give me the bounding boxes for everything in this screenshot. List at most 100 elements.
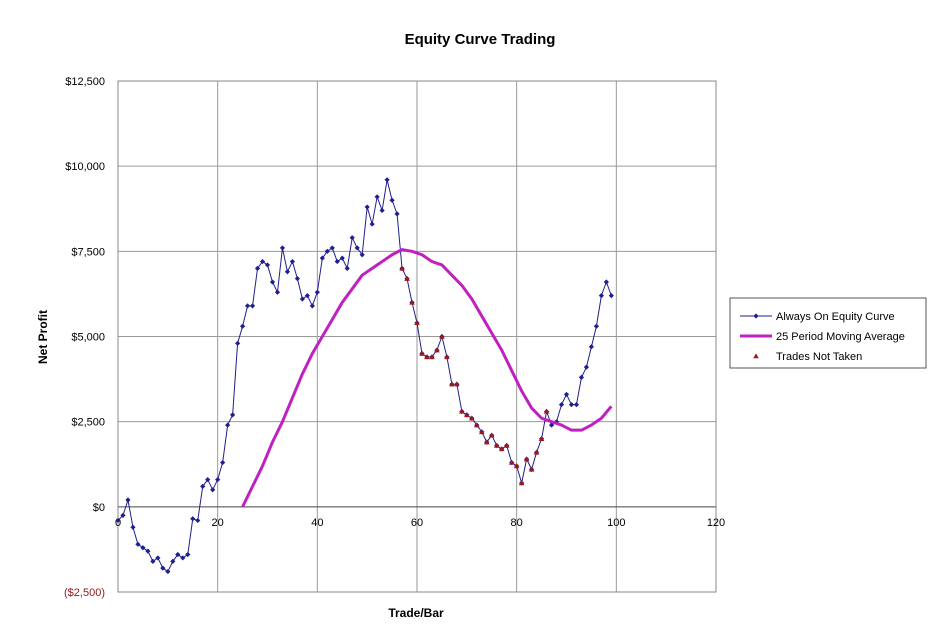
data-point xyxy=(329,245,335,251)
data-point xyxy=(235,340,241,346)
data-point xyxy=(593,323,599,329)
data-point xyxy=(324,248,330,254)
plot-area-frame xyxy=(117,80,717,593)
data-point xyxy=(563,391,570,398)
data-point xyxy=(349,235,355,241)
data-point xyxy=(583,364,590,370)
data-point xyxy=(264,262,271,268)
data-point xyxy=(488,432,495,438)
legend-items: Always On Equity Curve 25 Period Moving A… xyxy=(740,311,905,363)
data-point xyxy=(483,439,490,445)
data-point xyxy=(334,258,340,265)
legend-entry: Always On Equity Curve xyxy=(740,311,895,323)
data-point xyxy=(419,350,425,356)
data-point xyxy=(558,402,565,408)
legend: Always On Equity Curve 25 Period Moving A… xyxy=(729,297,927,369)
data-point xyxy=(190,516,196,522)
legend-label: 25 Period Moving Average xyxy=(776,331,905,343)
data-point xyxy=(444,354,450,360)
data-point xyxy=(384,177,390,183)
data-point xyxy=(553,419,560,425)
data-point xyxy=(254,265,261,271)
data-point xyxy=(354,245,360,251)
data-point xyxy=(175,551,181,558)
data-point xyxy=(498,446,505,452)
y-axis-label: Net Profit xyxy=(36,310,50,364)
x-tick-label: 80 xyxy=(511,517,523,529)
data-point xyxy=(548,422,555,428)
data-point xyxy=(299,296,305,302)
data-point xyxy=(115,517,121,524)
data-point xyxy=(309,303,315,309)
data-point xyxy=(225,422,231,428)
data-point xyxy=(513,463,520,469)
series-1 xyxy=(241,248,613,508)
data-point xyxy=(195,517,201,524)
data-point xyxy=(180,555,186,561)
data-point xyxy=(304,293,310,299)
data-point xyxy=(259,258,266,265)
x-tick-label: 60 xyxy=(411,517,423,529)
data-point xyxy=(588,344,595,350)
data-point xyxy=(210,487,216,493)
data-point xyxy=(339,255,345,261)
y-axis-ticks: ($2,500) $0 $2,500 $5,000 $7,500 $10,000 $12,5… xyxy=(64,76,105,599)
data-point xyxy=(469,415,475,421)
x-tick-label: 20 xyxy=(212,517,224,529)
y-tick-label: $10,000 xyxy=(65,161,105,173)
series-layer xyxy=(115,177,614,575)
legend-label: Always On Equity Curve xyxy=(776,311,895,323)
data-point xyxy=(269,279,276,285)
y-tick-label: ($2,500) xyxy=(64,587,105,599)
data-point xyxy=(215,476,221,483)
data-point xyxy=(205,476,211,483)
data-point xyxy=(374,194,380,200)
data-point xyxy=(319,255,325,261)
data-point xyxy=(125,497,131,503)
y-tick-label: $0 xyxy=(93,502,105,514)
y-tick-label: $7,500 xyxy=(71,246,105,258)
data-point xyxy=(239,323,246,329)
data-point xyxy=(220,459,226,466)
data-point xyxy=(155,555,161,561)
data-point xyxy=(538,435,545,441)
legend-box xyxy=(729,297,927,369)
data-point xyxy=(170,558,176,564)
data-point xyxy=(424,354,430,360)
data-point xyxy=(249,303,256,309)
data-point xyxy=(364,204,370,210)
data-point xyxy=(389,197,395,203)
x-tick-label: 40 xyxy=(311,517,323,529)
data-point xyxy=(244,303,251,309)
data-point xyxy=(459,408,465,414)
data-point xyxy=(464,412,470,418)
data-point xyxy=(294,275,300,282)
data-point xyxy=(379,207,385,214)
data-point xyxy=(598,293,604,299)
data-point xyxy=(608,293,614,299)
data-point xyxy=(120,512,126,518)
series-line xyxy=(241,248,613,508)
data-point xyxy=(503,442,510,448)
series-2 xyxy=(399,265,550,486)
data-point xyxy=(279,245,286,251)
data-point xyxy=(543,408,550,414)
legend-label: Trades Not Taken xyxy=(776,351,862,363)
data-point xyxy=(145,548,151,554)
data-point xyxy=(518,480,525,486)
data-point xyxy=(399,265,405,271)
y-tick-label: $2,500 xyxy=(71,417,105,429)
data-point xyxy=(528,466,535,472)
data-point xyxy=(439,333,445,339)
data-point xyxy=(578,374,585,380)
data-point xyxy=(394,211,400,217)
data-point xyxy=(135,541,141,547)
data-point xyxy=(284,269,291,275)
data-point xyxy=(429,354,435,360)
data-point xyxy=(603,279,609,285)
data-point xyxy=(314,289,320,295)
data-point xyxy=(160,565,166,571)
legend-entry: 25 Period Moving Average xyxy=(740,331,905,343)
